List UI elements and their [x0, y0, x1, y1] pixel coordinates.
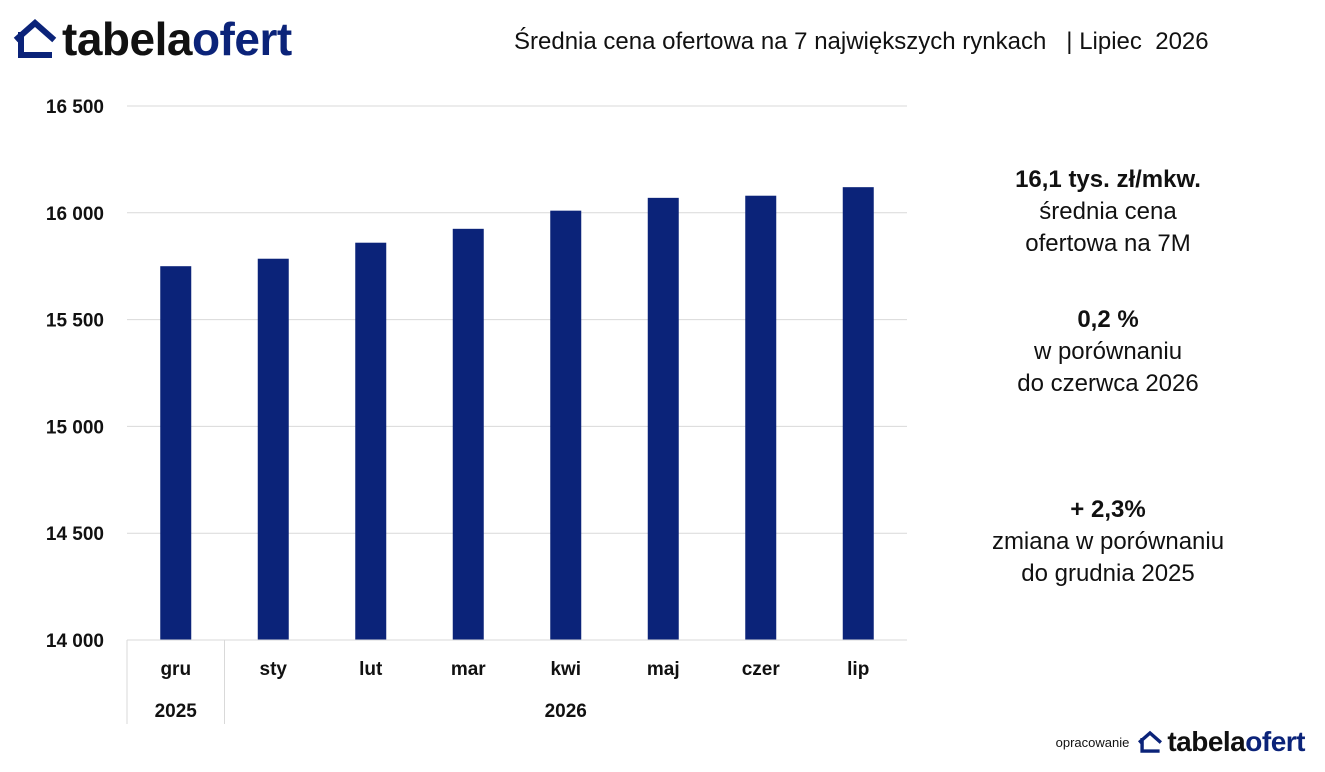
house-outline-icon [1138, 730, 1163, 753]
bar-kwi [550, 210, 582, 640]
bar-czer [745, 195, 777, 640]
x-tick-label: sty [260, 659, 288, 680]
x-tick-label: gru [160, 659, 191, 680]
x-tick-label: mar [451, 659, 486, 680]
y-tick-label: 14 500 [46, 524, 104, 545]
stat-change-since-december-value: + 2,3% [1070, 496, 1146, 523]
stat-average-price: 16,1 tys. zł/mkw. średnia cena ofertowa … [958, 164, 1258, 260]
bar-chart: 14 000 14 500 15 000 15 500 16 000 16 500 gru s… [46, 97, 907, 724]
bar-sty [257, 258, 289, 640]
house-outline-icon [13, 18, 57, 58]
year-group-label: 2025 [155, 701, 198, 722]
stat-monthly-change: 0,2 % w porównaniu do czerwca 2026 [958, 304, 1258, 400]
stat-change-since-december-line2: do grudnia 2025 [1021, 560, 1195, 587]
x-tick-label: lip [847, 659, 869, 680]
y-tick-label: 16 000 [46, 204, 104, 225]
bar-lip [842, 187, 874, 640]
stat-average-price-line2: ofertowa na 7M [1025, 230, 1191, 257]
bar-gru [160, 266, 192, 640]
stat-average-price-line1: średnia cena [1039, 198, 1177, 225]
footer-brand-part2: ofert [1245, 726, 1305, 757]
x-tick-label: czer [742, 659, 781, 680]
bar-lut [355, 242, 387, 641]
bar-mar [452, 228, 484, 640]
stat-monthly-change-line2: do czerwca 2026 [1017, 370, 1199, 397]
footer-credit: opracowanie tabelaofert [1055, 728, 1306, 756]
brand-name: tabelaofert [62, 16, 292, 62]
x-tick-label: lut [359, 659, 383, 680]
page-title: Średnia cena ofertowa na 7 największych … [514, 28, 1209, 55]
stat-change-since-december: + 2,3% zmiana w porównaniu do grudnia 20… [958, 494, 1258, 590]
y-tick-label: 15 000 [46, 417, 104, 438]
stat-average-price-value: 16,1 tys. zł/mkw. [1015, 166, 1201, 193]
stat-change-since-december-line1: zmiana w porównaniu [991, 528, 1225, 555]
brand-name-part2: ofert [191, 13, 292, 65]
bar-maj [647, 197, 679, 640]
y-tick-label: 15 500 [46, 311, 104, 332]
footer-brand-part1: tabela [1167, 726, 1246, 757]
footer-prefix: opracowanie [1055, 734, 1130, 750]
y-tick-label: 14 000 [46, 631, 104, 652]
footer-brand-name: tabelaofert [1167, 728, 1305, 756]
brand-logo: tabelaofert [12, 14, 292, 64]
stat-monthly-change-value: 0,2 % [1077, 306, 1139, 333]
year-group-label: 2026 [545, 701, 587, 722]
x-tick-label: kwi [550, 659, 581, 680]
y-tick-label: 16 500 [46, 97, 104, 118]
x-tick-label: maj [647, 659, 680, 680]
brand-name-part1: tabela [62, 13, 192, 65]
stat-monthly-change-line1: w porównaniu [1033, 338, 1183, 365]
